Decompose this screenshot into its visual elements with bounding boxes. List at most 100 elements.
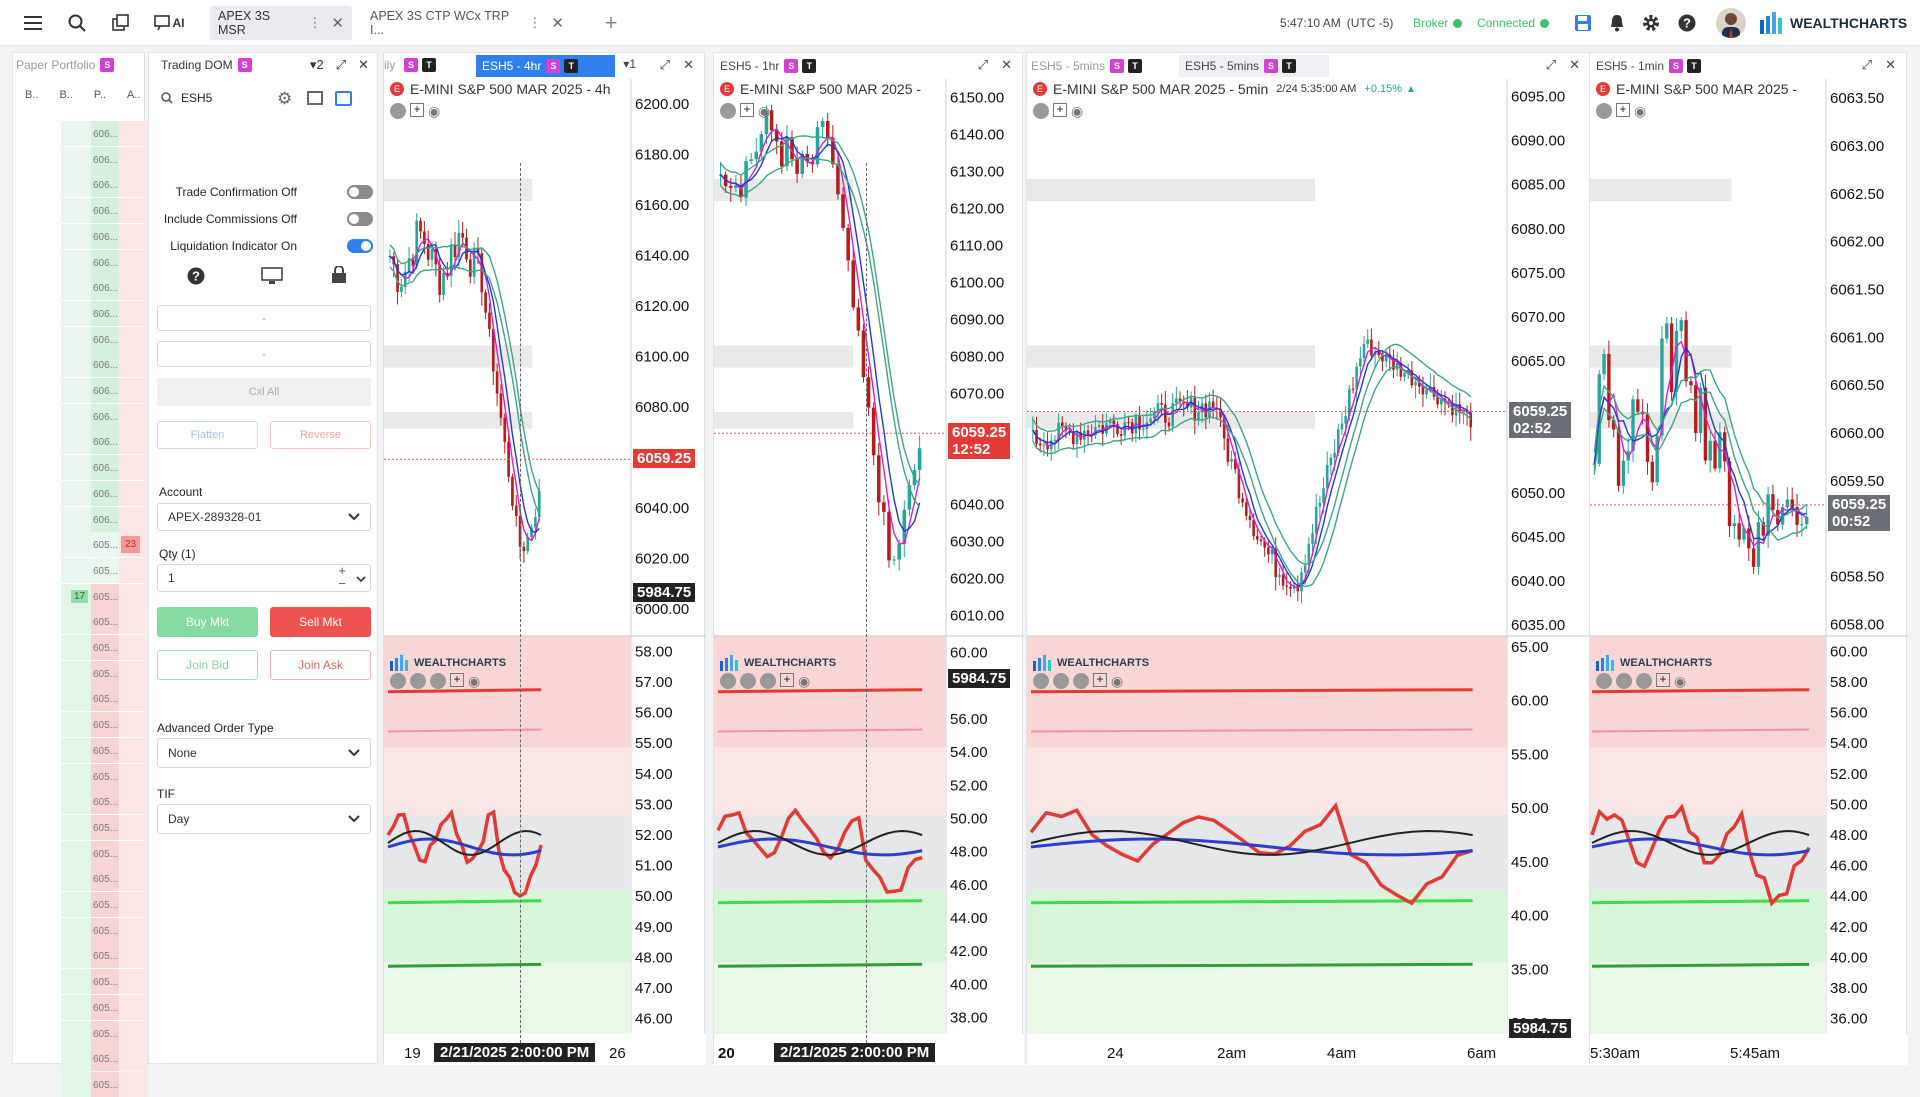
add-tab-icon[interactable]: + [604, 10, 618, 35]
ask-size-cell[interactable] [119, 686, 148, 712]
drawing-tools-icon[interactable] [1596, 673, 1612, 689]
tab-workspace-2[interactable]: APEX 3S CTP WCx TRP I... ⋮ ✕ [362, 6, 572, 40]
portfolio-price-row[interactable]: 606... [61, 455, 149, 481]
add-indicator-icon[interactable]: + [1616, 103, 1630, 117]
visibility-eye-icon[interactable]: ◉ [468, 673, 481, 689]
price-cell[interactable]: 606... [91, 352, 119, 378]
price-cell[interactable]: 605... [91, 892, 119, 917]
price-cell[interactable]: 605... [91, 686, 119, 712]
price-cell[interactable]: 605... [91, 737, 119, 763]
collapse-icon[interactable] [1616, 673, 1632, 689]
bid-size-cell[interactable] [61, 712, 91, 738]
price-cell[interactable]: 605... [91, 763, 119, 789]
drawing-tools-icon[interactable] [720, 673, 736, 689]
expand-icon[interactable] [760, 673, 776, 689]
notifications-bell-icon[interactable] [1604, 10, 1630, 36]
bid-size-cell[interactable] [61, 403, 91, 429]
collapse-icon[interactable] [740, 673, 756, 689]
price-cell[interactable]: 606... [91, 326, 119, 352]
price-cell[interactable]: 605... [91, 609, 119, 635]
bid-size-cell[interactable] [61, 789, 91, 815]
bid-size-cell[interactable] [61, 557, 91, 583]
ask-size-cell[interactable] [119, 326, 148, 352]
help-icon[interactable]: ? [187, 267, 205, 285]
ask-size-cell[interactable] [119, 712, 148, 738]
portfolio-price-row[interactable]: 17 605... [61, 583, 149, 609]
portfolio-price-row[interactable]: 605... [61, 1020, 149, 1046]
price-cell[interactable]: 605... [91, 1046, 119, 1072]
bid-size-cell[interactable] [61, 532, 91, 558]
close-icon[interactable]: ✕ [331, 15, 344, 32]
price-cell[interactable]: 606... [91, 429, 119, 455]
price-cell[interactable]: 605... [91, 532, 119, 558]
portfolio-price-row[interactable]: 605... [61, 814, 149, 840]
ask-size-cell[interactable] [119, 635, 148, 660]
column-header[interactable]: B.. [25, 89, 39, 101]
maximize-icon[interactable]: ⤢ [1861, 57, 1872, 72]
ask-size-cell[interactable] [119, 223, 148, 249]
bid-size-cell[interactable] [61, 146, 91, 172]
bid-size-cell[interactable] [61, 1071, 91, 1097]
price-cell[interactable]: 606... [91, 249, 119, 275]
sell-market-button[interactable]: Sell Mkt [270, 607, 371, 637]
ask-size-cell[interactable] [119, 249, 148, 275]
price-cell[interactable]: 605... [91, 1020, 119, 1046]
portfolio-price-row[interactable]: 606... [61, 146, 149, 172]
column-header[interactable]: B.. [59, 89, 73, 101]
ask-size-cell[interactable] [119, 300, 148, 326]
price-cell[interactable]: 606... [91, 223, 119, 249]
chart-tab-active[interactable]: ESH5 - 5mins S T [1179, 55, 1329, 77]
portfolio-price-row[interactable]: 605... [61, 917, 149, 943]
save-icon[interactable] [1570, 10, 1596, 36]
search-icon[interactable] [64, 10, 90, 36]
portfolio-price-row[interactable]: 605... [61, 943, 149, 969]
reverse-button[interactable]: Reverse [270, 421, 371, 449]
maximize-icon[interactable]: ⤢ [659, 57, 670, 72]
expand-icon[interactable] [430, 673, 446, 689]
ask-size-cell[interactable] [119, 198, 148, 224]
chart-tab-active[interactable]: ESH5 - 1min S T [1596, 55, 1702, 77]
expand-icon[interactable] [1636, 673, 1652, 689]
bid-size-cell[interactable] [61, 892, 91, 917]
portfolio-price-row[interactable]: 605... [61, 840, 149, 866]
price-cell[interactable]: 605... [91, 814, 119, 840]
price-cell[interactable]: 606... [91, 172, 119, 198]
price-cell[interactable]: 605... [91, 635, 119, 660]
ask-size-cell[interactable] [119, 917, 148, 943]
portfolio-price-row[interactable]: 606... [61, 300, 149, 326]
chart-tab-inactive[interactable]: ESH5 - 5mins S T [1031, 55, 1143, 77]
bid-size-cell[interactable] [61, 737, 91, 763]
close-icon[interactable]: ✕ [551, 15, 564, 32]
lock-icon[interactable] [331, 266, 347, 284]
add-indicator-icon[interactable]: + [1656, 673, 1670, 687]
bid-size-cell[interactable] [61, 223, 91, 249]
ai-assistant-icon[interactable]: AI [152, 10, 186, 36]
bid-size-cell[interactable] [61, 198, 91, 224]
portfolio-price-row[interactable]: 606... [61, 429, 149, 455]
chart-tab-label-prev[interactable]: ily [384, 58, 396, 72]
price-cell[interactable]: 605... [91, 712, 119, 738]
portfolio-price-row[interactable]: 606... [61, 275, 149, 301]
ask-size-cell[interactable] [119, 660, 148, 686]
close-icon[interactable]: ✕ [1001, 57, 1012, 72]
price-cell[interactable]: 606... [91, 480, 119, 506]
portfolio-price-row[interactable]: 605... [61, 635, 149, 660]
maximize-icon[interactable]: ⤢ [977, 57, 988, 72]
flatten-button[interactable]: Flatten [157, 421, 258, 449]
portfolio-price-row[interactable]: 605... [61, 737, 149, 763]
price-cell[interactable]: 606... [91, 146, 119, 172]
maximize-icon[interactable]: ⤢ [335, 57, 347, 72]
close-icon[interactable]: ✕ [683, 57, 694, 72]
portfolio-price-row[interactable]: 605... [61, 712, 149, 738]
qty-increment-icon[interactable]: + − [338, 563, 346, 591]
ask-size-cell[interactable] [119, 1071, 148, 1097]
price-cell[interactable]: 605... [91, 557, 119, 583]
ask-size-cell[interactable] [119, 737, 148, 763]
visibility-eye-icon[interactable]: ◉ [758, 103, 771, 119]
ask-size-cell[interactable] [119, 146, 148, 172]
ask-size-cell[interactable] [119, 480, 148, 506]
bid-size-cell[interactable] [61, 994, 91, 1020]
ask-size-cell[interactable] [119, 172, 148, 198]
bid-size-cell[interactable] [61, 378, 91, 403]
close-icon[interactable]: ✕ [1885, 57, 1896, 72]
